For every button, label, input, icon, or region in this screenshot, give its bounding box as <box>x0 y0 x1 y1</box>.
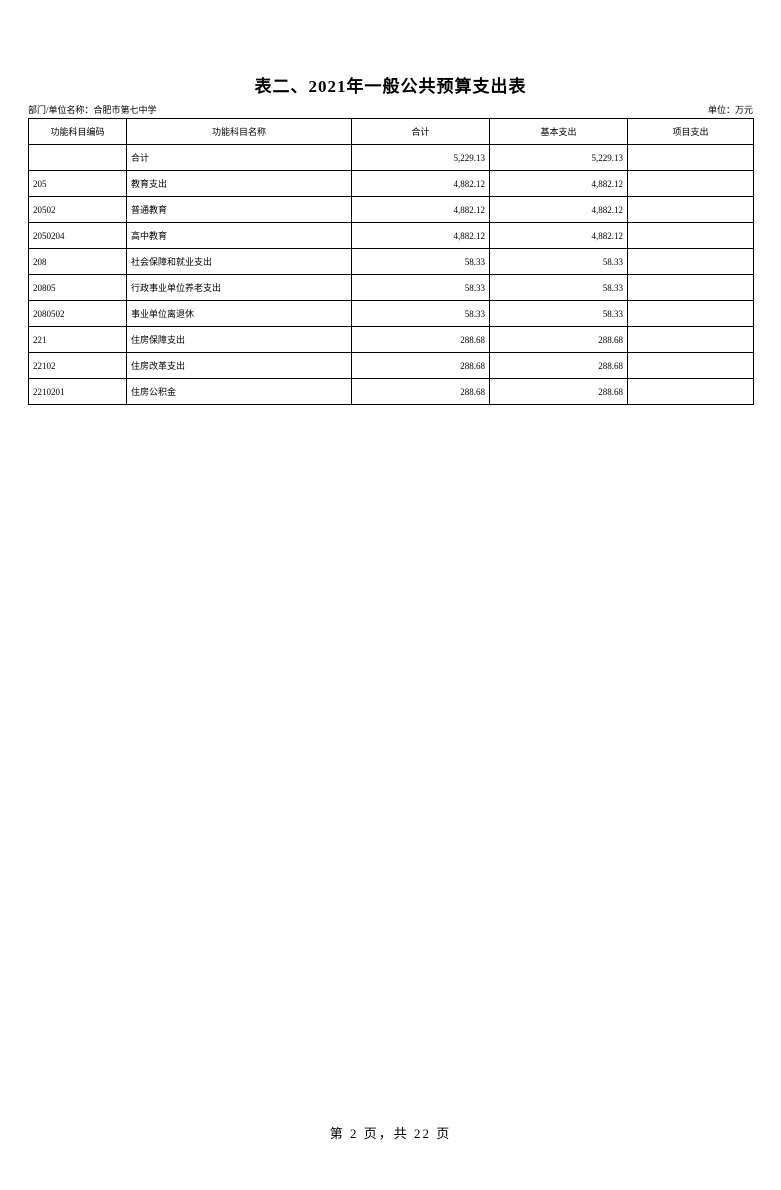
cell-name: 事业单位离退休 <box>127 301 352 327</box>
cell-basic: 58.33 <box>490 249 628 275</box>
table-row: 20502普通教育4,882.124,882.12 <box>29 197 754 223</box>
cell-code: 205 <box>29 171 127 197</box>
cell-code: 208 <box>29 249 127 275</box>
cell-code: 221 <box>29 327 127 353</box>
page-title: 表二、2021年一般公共预算支出表 <box>0 72 781 97</box>
table-header-row: 功能科目编码 功能科目名称 合计 基本支出 项目支出 <box>29 119 754 145</box>
cell-name: 普通教育 <box>127 197 352 223</box>
table-row: 205教育支出4,882.124,882.12 <box>29 171 754 197</box>
cell-total: 4,882.12 <box>352 197 490 223</box>
cell-basic: 58.33 <box>490 301 628 327</box>
cell-total: 4,882.12 <box>352 223 490 249</box>
cell-total: 288.68 <box>352 379 490 405</box>
cell-basic: 4,882.12 <box>490 223 628 249</box>
cell-total: 58.33 <box>352 301 490 327</box>
table-body: 合计5,229.135,229.13205教育支出4,882.124,882.1… <box>29 145 754 405</box>
cell-total: 5,229.13 <box>352 145 490 171</box>
cell-basic: 288.68 <box>490 379 628 405</box>
cell-basic: 58.33 <box>490 275 628 301</box>
meta-row: 部门/单位名称：合肥市第七中学 单位：万元 <box>0 103 781 118</box>
cell-project <box>628 327 754 353</box>
cell-project <box>628 197 754 223</box>
cell-name: 社会保障和就业支出 <box>127 249 352 275</box>
cell-code: 22102 <box>29 353 127 379</box>
cell-name: 教育支出 <box>127 171 352 197</box>
cell-basic: 5,229.13 <box>490 145 628 171</box>
cell-name: 住房保障支出 <box>127 327 352 353</box>
header-code: 功能科目编码 <box>29 119 127 145</box>
cell-name: 合计 <box>127 145 352 171</box>
cell-project <box>628 275 754 301</box>
cell-code: 2210201 <box>29 379 127 405</box>
header-total: 合计 <box>352 119 490 145</box>
cell-name: 住房公积金 <box>127 379 352 405</box>
table-row: 20805行政事业单位养老支出58.3358.33 <box>29 275 754 301</box>
table-row: 221住房保障支出288.68288.68 <box>29 327 754 353</box>
cell-code <box>29 145 127 171</box>
cell-name: 高中教育 <box>127 223 352 249</box>
cell-project <box>628 223 754 249</box>
table-row: 2050204高中教育4,882.124,882.12 <box>29 223 754 249</box>
budget-table: 功能科目编码 功能科目名称 合计 基本支出 项目支出 合计5,229.135,2… <box>28 118 754 405</box>
cell-project <box>628 379 754 405</box>
cell-name: 住房改革支出 <box>127 353 352 379</box>
dept-label: 部门/单位名称：合肥市第七中学 <box>28 103 157 116</box>
table-row: 2080502事业单位离退休58.3358.33 <box>29 301 754 327</box>
header-name: 功能科目名称 <box>127 119 352 145</box>
cell-total: 58.33 <box>352 249 490 275</box>
cell-code: 2080502 <box>29 301 127 327</box>
cell-code: 20805 <box>29 275 127 301</box>
table-row: 208社会保障和就业支出58.3358.33 <box>29 249 754 275</box>
cell-project <box>628 145 754 171</box>
table-row: 合计5,229.135,229.13 <box>29 145 754 171</box>
cell-basic: 288.68 <box>490 353 628 379</box>
cell-code: 20502 <box>29 197 127 223</box>
cell-total: 4,882.12 <box>352 171 490 197</box>
page-footer: 第 2 页，共 22 页 <box>0 1123 781 1142</box>
table-row: 22102住房改革支出288.68288.68 <box>29 353 754 379</box>
cell-project <box>628 301 754 327</box>
cell-project <box>628 249 754 275</box>
cell-project <box>628 353 754 379</box>
cell-total: 288.68 <box>352 353 490 379</box>
unit-label: 单位：万元 <box>708 103 753 116</box>
cell-basic: 4,882.12 <box>490 197 628 223</box>
cell-name: 行政事业单位养老支出 <box>127 275 352 301</box>
cell-code: 2050204 <box>29 223 127 249</box>
cell-project <box>628 171 754 197</box>
cell-basic: 4,882.12 <box>490 171 628 197</box>
cell-basic: 288.68 <box>490 327 628 353</box>
cell-total: 58.33 <box>352 275 490 301</box>
header-basic: 基本支出 <box>490 119 628 145</box>
table-row: 2210201住房公积金288.68288.68 <box>29 379 754 405</box>
cell-total: 288.68 <box>352 327 490 353</box>
header-project: 项目支出 <box>628 119 754 145</box>
